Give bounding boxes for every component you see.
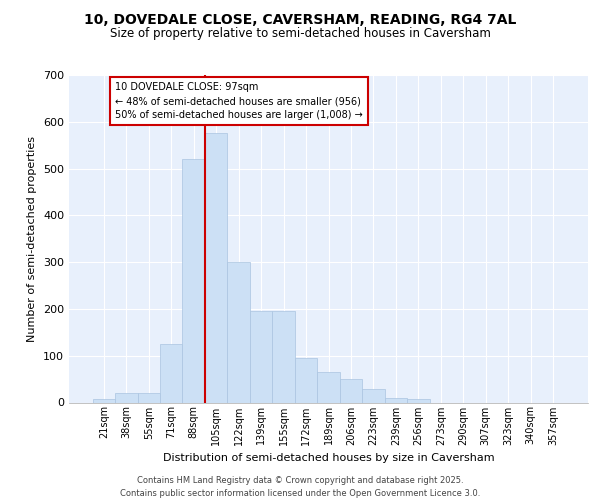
- Bar: [272, 312, 295, 402]
- Bar: [137, 393, 160, 402]
- Bar: [160, 344, 182, 403]
- Bar: [362, 390, 385, 402]
- Bar: [317, 372, 340, 402]
- Bar: [250, 312, 272, 402]
- Bar: [182, 159, 205, 402]
- Text: 10 DOVEDALE CLOSE: 97sqm
← 48% of semi-detached houses are smaller (956)
50% of : 10 DOVEDALE CLOSE: 97sqm ← 48% of semi-d…: [115, 82, 363, 120]
- Text: 10, DOVEDALE CLOSE, CAVERSHAM, READING, RG4 7AL: 10, DOVEDALE CLOSE, CAVERSHAM, READING, …: [84, 12, 516, 26]
- Y-axis label: Number of semi-detached properties: Number of semi-detached properties: [28, 136, 37, 342]
- Text: Contains public sector information licensed under the Open Government Licence 3.: Contains public sector information licen…: [120, 489, 480, 498]
- Bar: [92, 399, 115, 402]
- Bar: [115, 393, 137, 402]
- Bar: [295, 358, 317, 403]
- Bar: [407, 399, 430, 402]
- Bar: [340, 379, 362, 402]
- X-axis label: Distribution of semi-detached houses by size in Caversham: Distribution of semi-detached houses by …: [163, 453, 494, 463]
- Bar: [227, 262, 250, 402]
- Text: Size of property relative to semi-detached houses in Caversham: Size of property relative to semi-detach…: [110, 28, 490, 40]
- Bar: [205, 134, 227, 402]
- Bar: [385, 398, 407, 402]
- Text: Contains HM Land Registry data © Crown copyright and database right 2025.: Contains HM Land Registry data © Crown c…: [137, 476, 463, 485]
